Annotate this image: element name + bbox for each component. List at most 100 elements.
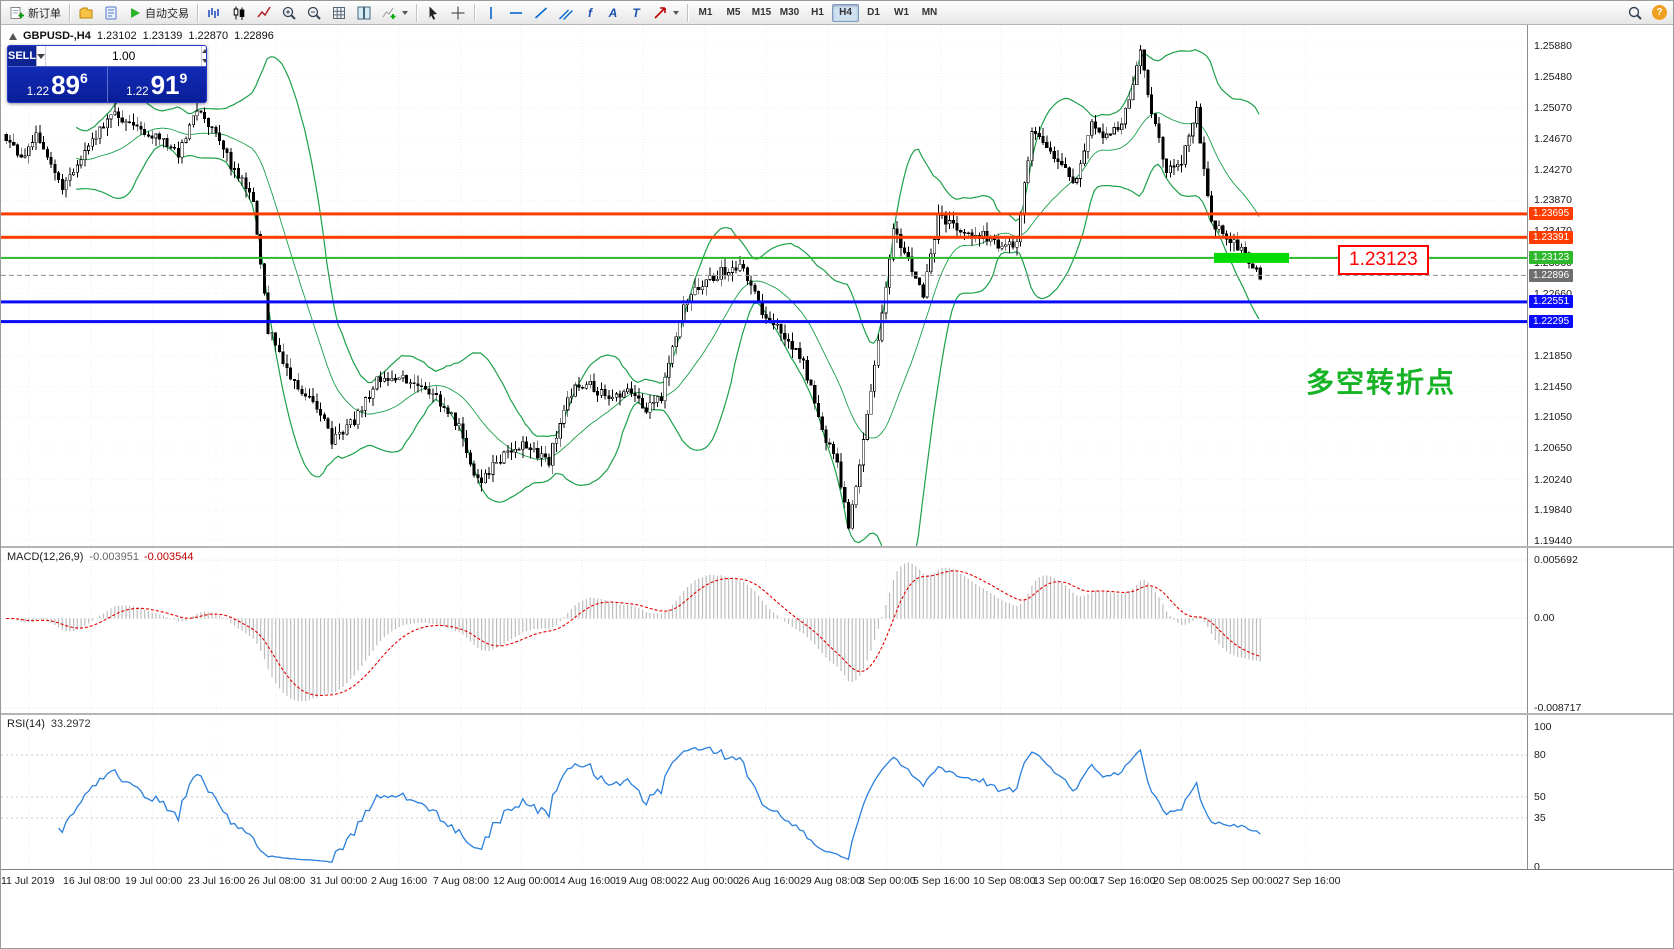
- cursor-button[interactable]: [421, 3, 445, 23]
- close-value: 1.22896: [234, 30, 274, 42]
- scripts-button[interactable]: [99, 3, 123, 23]
- sell-tab[interactable]: SELL: [8, 46, 37, 66]
- time-tick-label: 14 Aug 16:00: [554, 875, 616, 887]
- profiles-button[interactable]: [74, 3, 98, 23]
- time-tick-label: 7 Aug 08:00: [433, 875, 490, 887]
- buy-price-button[interactable]: 1.22 91 9: [108, 67, 207, 102]
- time-axis[interactable]: 11 Jul 2019 16 Jul 08:00 19 Jul 00:00 23 Ju…: [1, 869, 1673, 948]
- time-tick-label: 22 Aug 00:00: [677, 875, 739, 887]
- price-callout-label[interactable]: 1.23123: [1338, 245, 1429, 275]
- new-order-button[interactable]: 新订单: [5, 3, 65, 23]
- volume-input[interactable]: [46, 46, 202, 66]
- panel-resize-handle[interactable]: [1, 713, 1673, 715]
- timeframe-H1[interactable]: H1: [804, 4, 831, 22]
- time-tick-label: 26 Jul 08:00: [248, 875, 306, 887]
- volume-up-button[interactable]: [202, 46, 206, 56]
- channel-button[interactable]: [554, 3, 578, 23]
- toolbar-separator: [197, 3, 198, 22]
- rsi-axis[interactable]: 100 80 50 35 0: [1527, 715, 1673, 873]
- volume-dropdown[interactable]: [36, 46, 47, 66]
- crosshair-button[interactable]: [446, 3, 470, 23]
- hline-price-tag: 1.23123: [1529, 251, 1574, 264]
- timeframe-M5[interactable]: M5: [720, 4, 747, 22]
- timeframe-group: M1 M5 M15 M30 H1 H4 D1 W1 MN: [692, 3, 943, 22]
- cursor-icon: [425, 5, 441, 21]
- price-tick: 1.21050: [1534, 411, 1572, 423]
- price-axis[interactable]: 1.25880 1.25480 1.25070 1.24670 1.24270 1.238…: [1527, 25, 1673, 547]
- macd-value-2: -0.003544: [143, 551, 194, 563]
- tile-windows-button[interactable]: [352, 3, 376, 23]
- arrows-button[interactable]: [648, 3, 683, 23]
- rsi-value: 33.2972: [50, 718, 91, 730]
- panel-resize-handle[interactable]: [1, 546, 1673, 548]
- search-button[interactable]: [1623, 3, 1647, 23]
- timeframe-MN[interactable]: MN: [916, 4, 943, 22]
- sell-price-big: 89: [51, 70, 80, 100]
- candlestick-chart-button[interactable]: [227, 3, 251, 23]
- indicators-button[interactable]: [377, 3, 412, 23]
- sell-price-prefix: 1.22: [26, 86, 50, 98]
- price-tick: 1.20650: [1534, 442, 1572, 454]
- horizontal-line-icon: [508, 5, 524, 21]
- time-tick-label: 2 Aug 16:00: [371, 875, 428, 887]
- macd-plot[interactable]: [1, 548, 1527, 713]
- text-tool-button[interactable]: A: [602, 3, 624, 23]
- horizontal-line-1.23695[interactable]: [1, 212, 1527, 216]
- time-tick-label: 11 Jul 2019: [1, 875, 55, 887]
- horizontal-line-1.22551[interactable]: [1, 300, 1527, 304]
- time-tick-label: 17 Sep 16:00: [1093, 875, 1156, 887]
- timeframe-H4[interactable]: H4: [832, 3, 859, 22]
- volume-stepper[interactable]: [201, 46, 206, 66]
- bid-price-tag: 1.22896: [1529, 269, 1574, 282]
- chevron-up-icon: [202, 49, 206, 53]
- horizontal-line-1.23391[interactable]: [1, 235, 1527, 239]
- symbol-label: GBPUSD-,H4: [23, 30, 91, 42]
- volume-down-button[interactable]: [202, 56, 206, 66]
- highlight-zone[interactable]: [1214, 252, 1289, 263]
- bar-chart-button[interactable]: [202, 3, 226, 23]
- text-tool-icon: A: [608, 5, 618, 20]
- rsi-plot[interactable]: [1, 715, 1527, 869]
- timeframe-M1[interactable]: M1: [692, 4, 719, 22]
- sell-price-button[interactable]: 1.22 89 6: [8, 67, 108, 102]
- search-icon: [1627, 5, 1643, 21]
- tile-windows-icon: [356, 5, 372, 21]
- price-tick: 1.19440: [1534, 535, 1572, 547]
- hline-price-tag: 1.23695: [1529, 207, 1574, 220]
- main-chart-plot[interactable]: [1, 25, 1527, 546]
- zoom-in-icon: [281, 5, 297, 21]
- timeframe-W1[interactable]: W1: [888, 4, 915, 22]
- help-icon: ?: [1652, 5, 1667, 20]
- horizontal-line-1.22295[interactable]: [1, 320, 1527, 324]
- one-click-trading-panel: SELL BUY 1.22 89 6 1.22 91 9: [7, 45, 207, 103]
- trendline-button[interactable]: [529, 3, 553, 23]
- label-tool-button[interactable]: T: [625, 3, 647, 23]
- rsi-scale-tick: 35: [1534, 812, 1546, 824]
- line-chart-button[interactable]: [252, 3, 276, 23]
- grid-button[interactable]: [327, 3, 351, 23]
- channel-icon: [558, 5, 574, 21]
- rsi-label: RSI(14) 33.2972: [7, 718, 91, 730]
- zoom-out-button[interactable]: [302, 3, 326, 23]
- macd-axis[interactable]: 0.005692 0.00 -0.008717: [1527, 548, 1673, 714]
- price-tick: 1.25880: [1534, 40, 1572, 52]
- time-tick-label: 31 Jul 00:00: [310, 875, 368, 887]
- timeframe-D1[interactable]: D1: [860, 4, 887, 22]
- profiles-icon: [78, 5, 94, 21]
- time-tick-label: 10 Sep 08:00: [973, 875, 1036, 887]
- new-order-icon: [9, 5, 25, 21]
- timeframe-M30[interactable]: M30: [776, 4, 803, 22]
- high-value: 1.23139: [142, 30, 183, 42]
- horizontal-line-1.23123[interactable]: [1, 256, 1527, 259]
- rsi-scale-tick: 100: [1534, 721, 1552, 733]
- help-button[interactable]: ?: [1648, 3, 1671, 23]
- auto-trading-button[interactable]: 自动交易: [124, 3, 193, 23]
- rsi-panel: 100 80 50 35 0 RSI(14) 33.2972: [1, 715, 1673, 873]
- grid: [1, 25, 1527, 546]
- fibonacci-button[interactable]: f: [579, 3, 601, 23]
- timeframe-M15[interactable]: M15: [748, 4, 775, 22]
- horizontal-line-button[interactable]: [504, 3, 528, 23]
- vertical-line-button[interactable]: [479, 3, 503, 23]
- zoom-in-button[interactable]: [277, 3, 301, 23]
- chart-annotation-text[interactable]: 多空转折点: [1306, 367, 1457, 398]
